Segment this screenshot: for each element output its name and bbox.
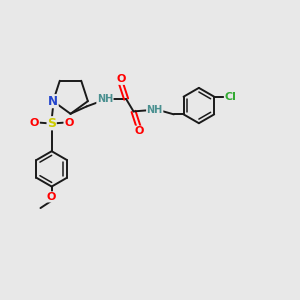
Text: O: O [47,192,56,202]
Text: NH: NH [147,105,163,115]
Text: S: S [47,117,56,130]
Text: NH: NH [97,94,113,104]
Text: O: O [116,74,125,84]
Text: N: N [48,95,58,108]
Text: Cl: Cl [224,92,236,102]
Text: O: O [64,118,74,128]
Text: O: O [134,126,143,136]
Text: O: O [30,118,39,128]
